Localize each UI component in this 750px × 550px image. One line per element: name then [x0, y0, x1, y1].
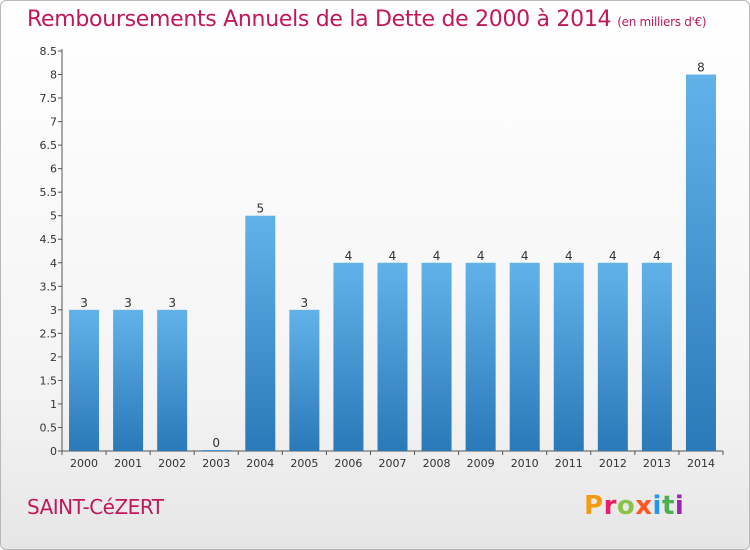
- logo-letter: i: [674, 491, 685, 521]
- y-tick-label: 3: [50, 304, 57, 317]
- y-tick-label: 7: [50, 116, 57, 129]
- bar: [245, 215, 276, 451]
- logo-letter: t: [661, 491, 675, 521]
- y-tick-label: 1.5: [40, 374, 58, 387]
- x-tick-label: 2005: [290, 457, 318, 470]
- bar-value-label: 3: [124, 296, 132, 310]
- bar: [685, 74, 716, 451]
- bar-value-label: 5: [256, 202, 264, 216]
- y-tick-label: 5.5: [40, 186, 58, 199]
- y-tick-label: 2: [50, 351, 57, 364]
- chart-title: Remboursements Annuels de la Dette de 20…: [27, 7, 707, 32]
- commune-name: SAINT-CéZERT: [27, 495, 164, 519]
- y-axis: 0 0.5 1 1.5 2 2.5 3 3.5 4 4.5 5 5.5 6 6.5 7 7.5 8 8.5: [40, 45, 63, 458]
- bar: [509, 262, 540, 451]
- y-tick-label: 3.5: [40, 280, 58, 293]
- y-tick-label: 7.5: [40, 92, 58, 105]
- x-tick-label: 2007: [379, 457, 407, 470]
- x-tick-label: 2001: [114, 457, 142, 470]
- x-tick-label: 2011: [555, 457, 583, 470]
- logo-letter: P: [584, 491, 604, 521]
- x-tick-label: 2004: [246, 457, 274, 470]
- bar: [465, 262, 496, 451]
- y-tick-label: 8: [50, 69, 57, 82]
- proxiti-logo[interactable]: Proxiti: [584, 491, 684, 521]
- bar: [69, 309, 100, 451]
- x-tick-label: 2010: [511, 457, 539, 470]
- bar-value-label: 4: [477, 249, 485, 263]
- bar-value-label: 4: [521, 249, 529, 263]
- chart-unit: (en milliers d'€): [617, 15, 707, 29]
- bar: [113, 309, 144, 451]
- bar-value-label: 4: [653, 249, 661, 263]
- bar-value-label: 4: [433, 249, 441, 263]
- logo-letter: x: [635, 491, 653, 521]
- y-tick-label: 4.5: [40, 233, 58, 246]
- y-tick-label: 6.5: [40, 139, 58, 152]
- bar: [377, 262, 408, 451]
- bar-value-label: 3: [168, 296, 176, 310]
- bar-value-label: 8: [697, 61, 705, 75]
- logo-letter: r: [603, 491, 617, 521]
- x-axis: 2000 2001 2002 2003 2004 2005 2006 2007 2008 2009…: [61, 450, 724, 470]
- y-tick-label: 6: [50, 163, 57, 176]
- x-tick-label: 2006: [334, 457, 362, 470]
- y-tick-label: 8.5: [40, 45, 58, 58]
- x-tick-label: 2003: [202, 457, 230, 470]
- x-tick-label: 2008: [423, 457, 451, 470]
- bar: [201, 450, 232, 451]
- x-tick-label: 2013: [643, 457, 671, 470]
- x-tick-label: 2009: [467, 457, 495, 470]
- bar-value-label: 4: [389, 249, 397, 263]
- bar: [289, 309, 320, 451]
- bar-value-label: 4: [609, 249, 617, 263]
- bar: [333, 262, 364, 451]
- y-tick-label: 0: [50, 445, 57, 458]
- chart-title-text: Remboursements Annuels de la Dette de 20…: [27, 7, 612, 32]
- y-tick-label: 0.5: [40, 421, 58, 434]
- bar-value-label: 4: [565, 249, 573, 263]
- x-tick-label: 2014: [687, 457, 715, 470]
- bar-value-label: 4: [345, 249, 353, 263]
- y-tick-label: 1: [50, 398, 57, 411]
- y-tick-label: 4: [50, 257, 57, 270]
- y-tick-label: 2.5: [40, 327, 58, 340]
- bar-value-label: 0: [212, 436, 220, 450]
- x-tick-label: 2012: [599, 457, 627, 470]
- logo-letter: i: [652, 491, 662, 521]
- x-tick-label: 2002: [158, 457, 186, 470]
- y-tick-label: 5: [50, 210, 57, 223]
- bar-value-label: 3: [80, 296, 88, 310]
- bar: [421, 262, 452, 451]
- bar: [553, 262, 584, 451]
- bar-value-label: 3: [301, 296, 309, 310]
- bars: 3 3 3 0 5 3 4 4 4 4 4 4 4 4 8: [69, 61, 716, 451]
- x-tick-label: 2000: [70, 457, 98, 470]
- bar: [157, 309, 188, 451]
- logo-letter: o: [616, 491, 636, 521]
- bar: [597, 262, 628, 451]
- bar: [641, 262, 672, 451]
